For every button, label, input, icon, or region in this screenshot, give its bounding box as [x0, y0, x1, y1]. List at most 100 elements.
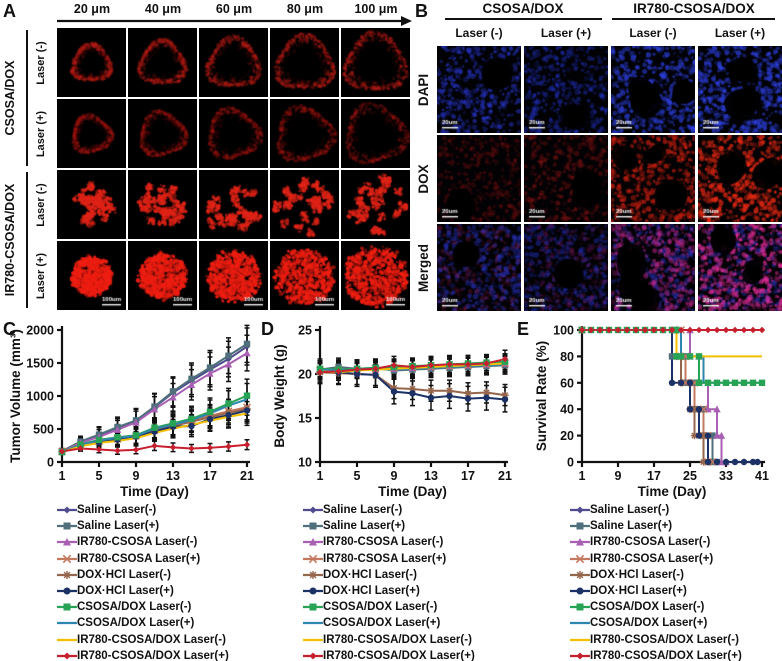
- legend-item: IR780-CSOSA Laser(+): [57, 551, 229, 567]
- svg-text:10: 10: [298, 456, 312, 470]
- legend-swatch-icon: [303, 638, 323, 641]
- tissue-image: [437, 46, 521, 133]
- svg-text:9: 9: [133, 469, 140, 483]
- panel-b-group-ir780-csosa-dox: IR780-CSOSA/DOX: [633, 1, 755, 16]
- svg-text:2000: 2000: [26, 324, 54, 338]
- panel-b-sub-laser-plus-1: Laser (+): [540, 26, 592, 40]
- legend-label: Saline Laser(+): [323, 520, 406, 533]
- svg-text:1500: 1500: [26, 357, 54, 371]
- spheroid-image: [199, 241, 268, 310]
- legend-swatch-icon: [570, 603, 590, 611]
- legend-swatch-icon: [303, 522, 323, 530]
- svg-text:33: 33: [719, 469, 733, 483]
- depth-axis-arrow: [57, 16, 412, 26]
- svg-text:9: 9: [615, 469, 622, 483]
- spheroid-image: [341, 241, 410, 310]
- legend-swatch-icon: [570, 652, 590, 660]
- svg-text:13: 13: [166, 469, 180, 483]
- svg-text:21: 21: [498, 469, 512, 483]
- series-line-IR780-CSOSA Laser(-): [582, 329, 726, 463]
- svg-text:1: 1: [579, 469, 586, 483]
- panel-b-sub-laser-minus-2: Laser (-): [629, 26, 677, 40]
- panel-b-sub-laser-plus-2: Laser (+): [714, 26, 766, 40]
- legend-item: CSOSA/DOX Laser(+): [303, 615, 475, 631]
- legend-label: CSOSA/DOX Laser(-): [323, 601, 438, 614]
- legend-item: IR780-CSOSA/DOX Laser(-): [303, 632, 475, 648]
- legend-tumor-volume: Saline Laser(-) Saline Laser(+) IR780-CSOS…: [57, 502, 229, 661]
- tissue-image: [611, 135, 695, 222]
- group-divider: [26, 30, 28, 166]
- tissue-image: [611, 46, 695, 133]
- legend-item: CSOSA/DOX Laser(-): [57, 599, 229, 615]
- legend-item: Saline Laser(+): [303, 518, 475, 534]
- legend-swatch-icon: [57, 522, 77, 530]
- chart-svg-C: 0 500 1000 1500 2000 1 5 9 13 17 21 Time (Day) Tumor…: [8, 324, 254, 500]
- svg-text:60: 60: [560, 376, 574, 390]
- legend-label: DOX·HCl Laser(+): [590, 585, 687, 598]
- legend-item: CSOSA/DOX Laser(-): [570, 599, 742, 615]
- panel-a-group-csosa-dox: CSOSA/DOX: [3, 60, 17, 136]
- group-divider: [26, 172, 28, 308]
- legend-swatch-icon: [570, 570, 590, 579]
- spheroid-image: [270, 241, 339, 310]
- chart-survival-rate: 0 20 40 60 80 100 1 9 17 25 33 41 Time (Day) Survival…: [512, 316, 782, 511]
- legend-label: CSOSA/DOX Laser(-): [77, 601, 192, 614]
- legend-swatch-icon: [57, 506, 77, 514]
- svg-text:20: 20: [560, 429, 574, 443]
- legend-label: Saline Laser(+): [590, 520, 673, 533]
- legend-swatch-icon: [57, 587, 77, 595]
- series-line-Saline Laser(+): [582, 329, 717, 463]
- svg-text:5: 5: [96, 469, 103, 483]
- svg-text:500: 500: [33, 423, 54, 437]
- legend-label: Saline Laser(+): [77, 520, 160, 533]
- legend-item: DOX·HCl Laser(-): [570, 567, 742, 583]
- legend-item: IR780-CSOSA Laser(-): [57, 534, 229, 550]
- spheroid-image: [57, 241, 126, 310]
- svg-text:20: 20: [298, 368, 312, 382]
- legend-item: DOX·HCl Laser(-): [57, 567, 229, 583]
- svg-text:Survival Rate (%): Survival Rate (%): [534, 341, 549, 451]
- legend-label: Saline Laser(-): [323, 504, 403, 517]
- spheroid-image: [57, 28, 126, 97]
- svg-text:1000: 1000: [26, 390, 54, 404]
- panel-b-sub-laser-minus-1: Laser (-): [455, 26, 503, 40]
- svg-text:Body Weight (g): Body Weight (g): [272, 344, 287, 447]
- legend-label: IR780-CSOSA/DOX Laser(-): [77, 633, 226, 646]
- legend-item: IR780-CSOSA Laser(-): [570, 534, 742, 550]
- svg-text:0: 0: [47, 456, 54, 470]
- legend-swatch-icon: [57, 554, 77, 563]
- legend-label: IR780-CSOSA/DOX Laser(+): [590, 649, 742, 661]
- panel-d-label: D: [261, 319, 274, 339]
- legend-label: IR780-CSOSA/DOX Laser(+): [323, 649, 475, 661]
- legend-label: IR780-CSOSA/DOX Laser(-): [323, 633, 472, 646]
- legend-label: IR780-CSOSA Laser(-): [323, 536, 444, 549]
- legend-item: CSOSA/DOX Laser(+): [57, 615, 229, 631]
- spheroid-image: [128, 99, 197, 168]
- legend-swatch-icon: [570, 638, 590, 641]
- tissue-image: [524, 224, 608, 311]
- svg-text:17: 17: [203, 469, 217, 483]
- legend-label: IR780-CSOSA/DOX Laser(-): [590, 633, 739, 646]
- spheroid-image: [341, 28, 410, 97]
- svg-text:1: 1: [59, 469, 66, 483]
- legend-item: DOX·HCl Laser(+): [57, 583, 229, 599]
- legend-body-weight: Saline Laser(-) Saline Laser(+) IR780-CSOS…: [303, 502, 475, 661]
- legend-item: Saline Laser(+): [57, 518, 229, 534]
- spheroid-image: [57, 99, 126, 168]
- group-underline: [445, 18, 602, 20]
- svg-text:Tumor Volume (mm³): Tumor Volume (mm³): [8, 329, 23, 463]
- legend-swatch-icon: [303, 652, 323, 660]
- legend-label: DOX·HCl Laser(+): [323, 585, 420, 598]
- panel-a-label: A: [3, 1, 16, 21]
- chart-svg-E: 0 20 40 60 80 100 1 9 17 25 33 41 Time (Day) Survival…: [534, 324, 769, 500]
- tissue-image: [524, 46, 608, 133]
- legend-swatch-icon: [570, 587, 590, 595]
- legend-item: IR780-CSOSA Laser(+): [303, 551, 475, 567]
- legend-label: DOX·HCl Laser(-): [590, 568, 684, 581]
- legend-label: IR780-CSOSA/DOX Laser(+): [77, 649, 229, 661]
- legend-swatch-icon: [303, 554, 323, 563]
- legend-item: IR780-CSOSA Laser(+): [570, 551, 742, 567]
- legend-item: IR780-CSOSA/DOX Laser(-): [570, 632, 742, 648]
- series-line-Saline Laser(-): [582, 329, 717, 463]
